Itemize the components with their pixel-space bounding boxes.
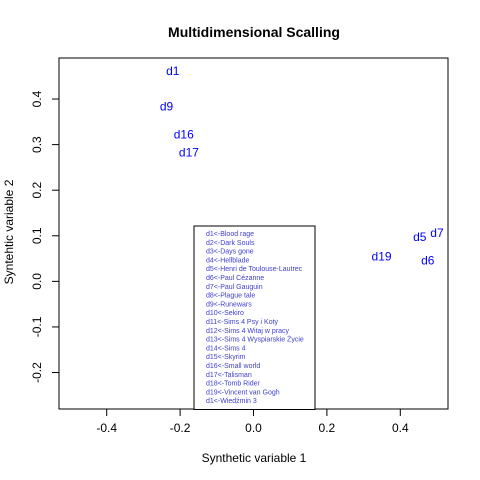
point-label: d7 (430, 226, 444, 240)
point-label: d16 (174, 128, 194, 142)
legend-entry: d1<-Blood rage (206, 231, 254, 238)
x-axis: -0.4 -0.2 0.0 0.2 0.4 (96, 408, 409, 435)
point-label: d5 (413, 230, 427, 244)
legend-entry: d14<-Sims 4 (206, 345, 246, 352)
legend: d1<-Blood rage d2<-Dark Souls d3<-Days gon… (193, 225, 316, 410)
legend-entry: d11<-Sims 4 Psy i Koty (206, 319, 279, 326)
legend-entry: d5<-Henri de Toulouse-Lautrec (206, 266, 303, 273)
legend-entry: d9<-Runewars (206, 301, 252, 308)
y-axis: -0.2 -0.1 0.0 0.1 0.2 0.3 0.4 (30, 90, 60, 383)
chart-title: Multidimensional Scalling (168, 24, 340, 40)
legend-entry: d19<-Vincent van Gogh (206, 389, 280, 396)
x-tick-label: 0.2 (319, 421, 336, 435)
legend-entry: d3<-Days gone (206, 249, 254, 256)
legend-entry: d17<-Talisman (206, 372, 252, 379)
legend-entry: d7<-Paul Gauguin (206, 284, 263, 291)
legend-entry: d13<-Sims 4 Wyspiarskie Życie (206, 335, 304, 344)
point-label: d1 (166, 64, 180, 78)
legend-box (193, 225, 316, 410)
y-tick-label: 0.4 (30, 90, 44, 107)
legend-entry: d16<-Small world (206, 363, 260, 370)
point-label: d9 (160, 99, 174, 113)
y-tick-label: 0.2 (30, 182, 44, 199)
legend-entry: d15<-Skyrim (206, 354, 246, 361)
y-axis-label: Syntehtic variable 2 (2, 179, 16, 284)
x-axis-label: Synthetic variable 1 (202, 451, 307, 465)
y-tick-label: -0.2 (30, 362, 44, 383)
y-tick-label: 0.0 (30, 273, 44, 290)
x-tick-label: -0.4 (96, 421, 117, 435)
legend-entry: d6<-Paul Cézanne (206, 275, 264, 282)
x-tick-label: 0.4 (392, 421, 409, 435)
legend-entry: d10<-Sekiro (206, 310, 244, 317)
point-label: d6 (421, 253, 435, 267)
legend-entry: d2<-Dark Souls (206, 240, 255, 247)
x-tick-label: 0.0 (245, 421, 262, 435)
point-label: d19 (372, 250, 392, 264)
y-tick-label: 0.1 (30, 227, 44, 244)
y-tick-label: -0.1 (30, 316, 44, 337)
point-label: d17 (179, 145, 199, 159)
y-tick-label: 0.3 (30, 136, 44, 153)
legend-entry: d18<-Tomb Rider (206, 381, 261, 388)
legend-entry: d8<-Plague tale (206, 293, 255, 300)
legend-entry: d1<-Wiedźmin 3 (206, 398, 257, 405)
legend-entry: d4<-Hellblade (206, 257, 249, 264)
x-tick-label: -0.2 (170, 421, 191, 435)
data-points: d1 d9 d16 d17 d5 d7 d6 d19 (160, 64, 444, 268)
legend-entry: d12<-Sims 4 Witaj w pracy (206, 328, 290, 335)
